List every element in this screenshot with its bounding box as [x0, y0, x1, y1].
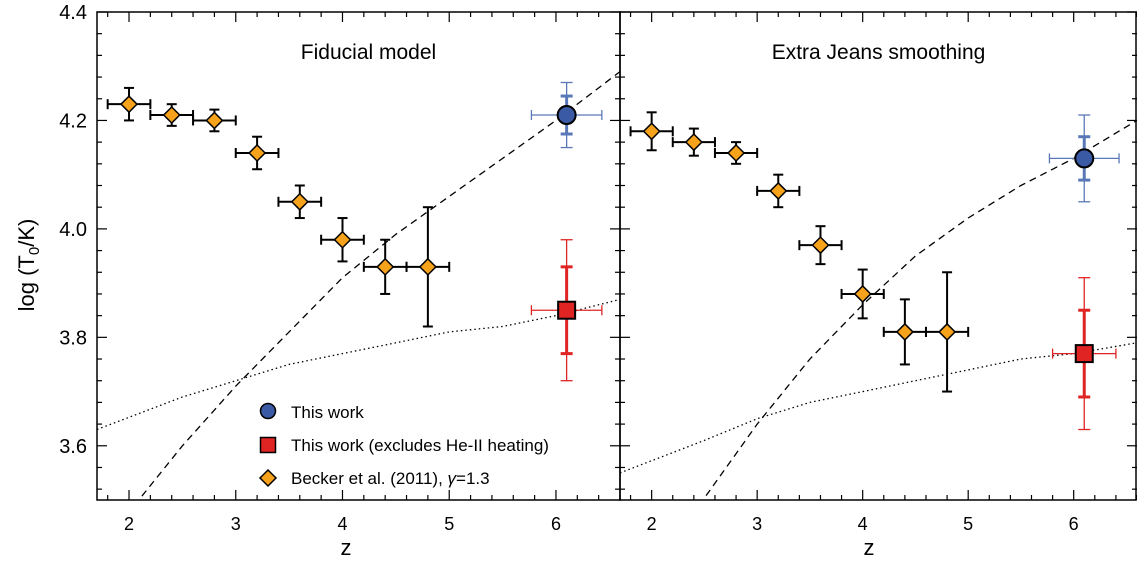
panels-layer: 2 3 4 5 6 3.6 3.8 4.0 4.2 4.4 Fiducial model 2 3 4 5 6 E…: [59, 2, 1137, 534]
y-tick-label: 4.0: [59, 219, 87, 241]
becker-point: [684, 133, 703, 152]
x-tick-label: 5: [444, 514, 454, 534]
legend-label-becker-prefix: Becker et al. (2011),: [291, 469, 448, 488]
legend-label-becker-suffix: =1.3: [456, 469, 490, 488]
y-tick-label: 4.2: [59, 110, 87, 132]
x-tick-label: 2: [124, 514, 134, 534]
ticks: [97, 11, 621, 500]
becker-point: [119, 95, 139, 114]
panel-title: Extra Jeans smoothing: [772, 41, 986, 64]
panel-frame: [619, 11, 1137, 501]
panel-1: 2 3 4 5 6 3.6 3.8 4.0 4.2 4.4 Fiducial model: [59, 2, 621, 534]
x-axis-label-right: z: [864, 535, 875, 560]
ticks: [620, 11, 1137, 500]
becker-point: [853, 284, 872, 304]
heii-excluded-point: [557, 300, 577, 320]
x-axis-label-left: z: [341, 535, 352, 560]
legend-circle-marker: [259, 402, 277, 420]
becker-point: [727, 143, 746, 163]
heii-excluded-point: [1074, 344, 1094, 364]
becker-point: [376, 257, 395, 276]
becker-point: [769, 181, 788, 200]
this-work-point: [1074, 148, 1095, 169]
y-axis-label: log (T0/K): [14, 219, 43, 312]
x-tick-label: 6: [551, 514, 561, 534]
panel-frame: [96, 11, 621, 501]
legend: This work This work (excludes He-II heat…: [258, 402, 549, 488]
becker-point: [938, 322, 957, 341]
becker-point: [290, 192, 309, 211]
legend-diamond-marker: [258, 468, 278, 488]
dotted-model-curve: [620, 342, 1137, 474]
x-tick-label: 3: [231, 514, 241, 534]
dashed-model-curve: [137, 71, 620, 500]
becker-point: [248, 143, 267, 163]
model-curves: [97, 71, 620, 500]
becker-point: [642, 122, 661, 141]
x-tick-label: 4: [858, 514, 868, 534]
legend-square-marker: [259, 436, 277, 454]
becker-point: [895, 322, 914, 341]
becker-point: [205, 111, 224, 130]
legend-label-becker-gamma: γ: [448, 469, 458, 488]
y-axis-label-subscript: 0: [26, 247, 43, 255]
legend-label-this-work: This work: [291, 403, 364, 422]
x-tick-label: 4: [337, 514, 347, 534]
x-tick-label: 6: [1069, 514, 1079, 534]
panel-2: 2 3 4 5 6 Extra Jeans smoothing: [619, 11, 1137, 534]
axis-labels: log (T0/K) z z: [14, 219, 875, 560]
x-tick-label: 3: [752, 514, 762, 534]
becker-point: [333, 230, 352, 249]
dotted-model-curve: [97, 298, 620, 431]
x-tick-label: 2: [647, 514, 657, 534]
x-tick-label: 5: [963, 514, 973, 534]
y-tick-label: 4.4: [59, 2, 87, 24]
becker-point: [162, 105, 181, 125]
panel-title: Fiducial model: [301, 41, 436, 64]
y-axis-label-suffix: /K): [14, 219, 39, 247]
y-tick-label: 3.8: [59, 327, 87, 349]
y-tick-label: 3.6: [59, 436, 87, 458]
this-work-point: [556, 105, 577, 126]
legend-label-heii: This work (excludes He-II heating): [291, 436, 549, 455]
becker-point: [811, 236, 830, 255]
dashed-model-curve: [702, 119, 1137, 500]
legend-label-becker: Becker et al. (2011), γ=1.3: [291, 469, 490, 488]
model-curves: [620, 119, 1137, 500]
y-axis-label-main: log (T: [14, 255, 39, 311]
becker-point: [418, 257, 437, 276]
